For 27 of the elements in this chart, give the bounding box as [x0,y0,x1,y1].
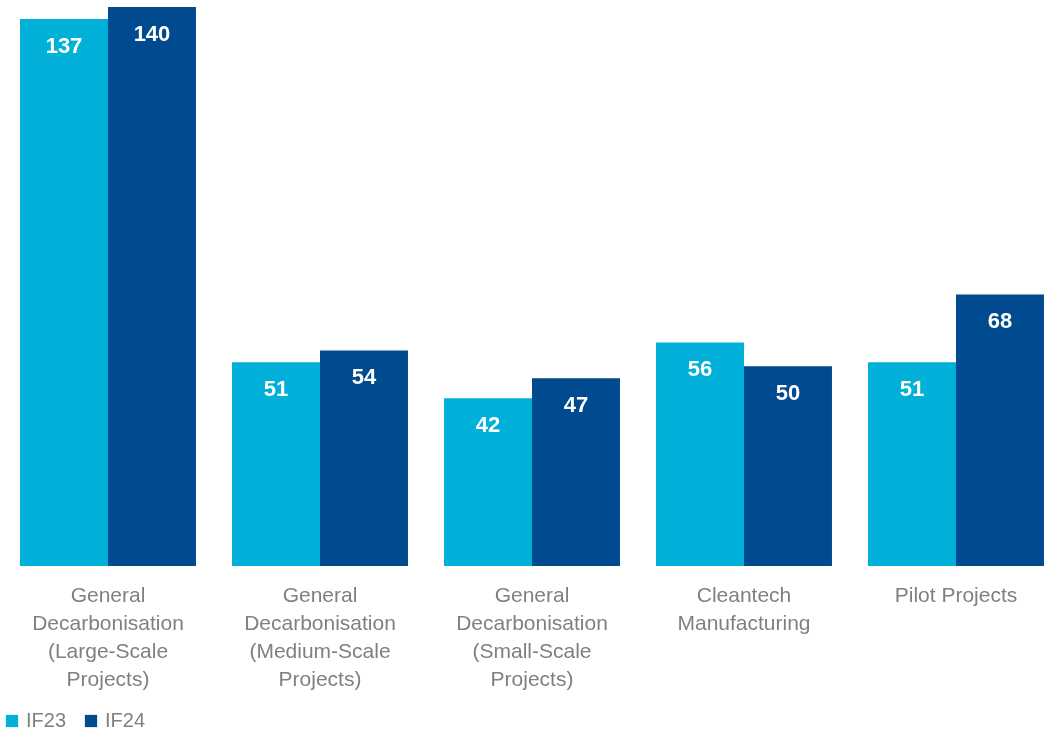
bar [108,7,196,566]
bar [532,378,620,566]
bar [744,366,832,566]
data-label: 140 [133,21,171,46]
data-label: 68 [987,308,1013,334]
bar [444,398,532,566]
bar [320,350,408,566]
bar [232,362,320,566]
x-tick-label: General Decarbonisation (Medium-Scale Projects) [244,582,396,690]
bar [656,342,744,566]
data-label: 42 [475,412,501,438]
legend-label: IF24 [105,709,146,731]
x-tick-label: General Decarbonisation (Small-Scale Projects) [456,582,608,690]
data-label: 137 [45,32,83,58]
x-tick-label: Cleantech Manufacturing [677,582,811,634]
x-tick-label: General Decarbonisation (Large-Scale Projects) [32,582,184,690]
data-label: 51 [263,376,289,402]
data-label: 54 [351,364,377,390]
data-label: 47 [563,392,589,418]
data-label: 50 [775,380,801,406]
bar [868,362,956,566]
legend-label: IF23 [26,709,67,731]
data-label: 56 [687,356,713,382]
data-label: 51 [899,376,925,402]
bar [20,18,108,566]
bar [956,294,1044,566]
x-tick-label: Pilot Projects [894,582,1018,606]
